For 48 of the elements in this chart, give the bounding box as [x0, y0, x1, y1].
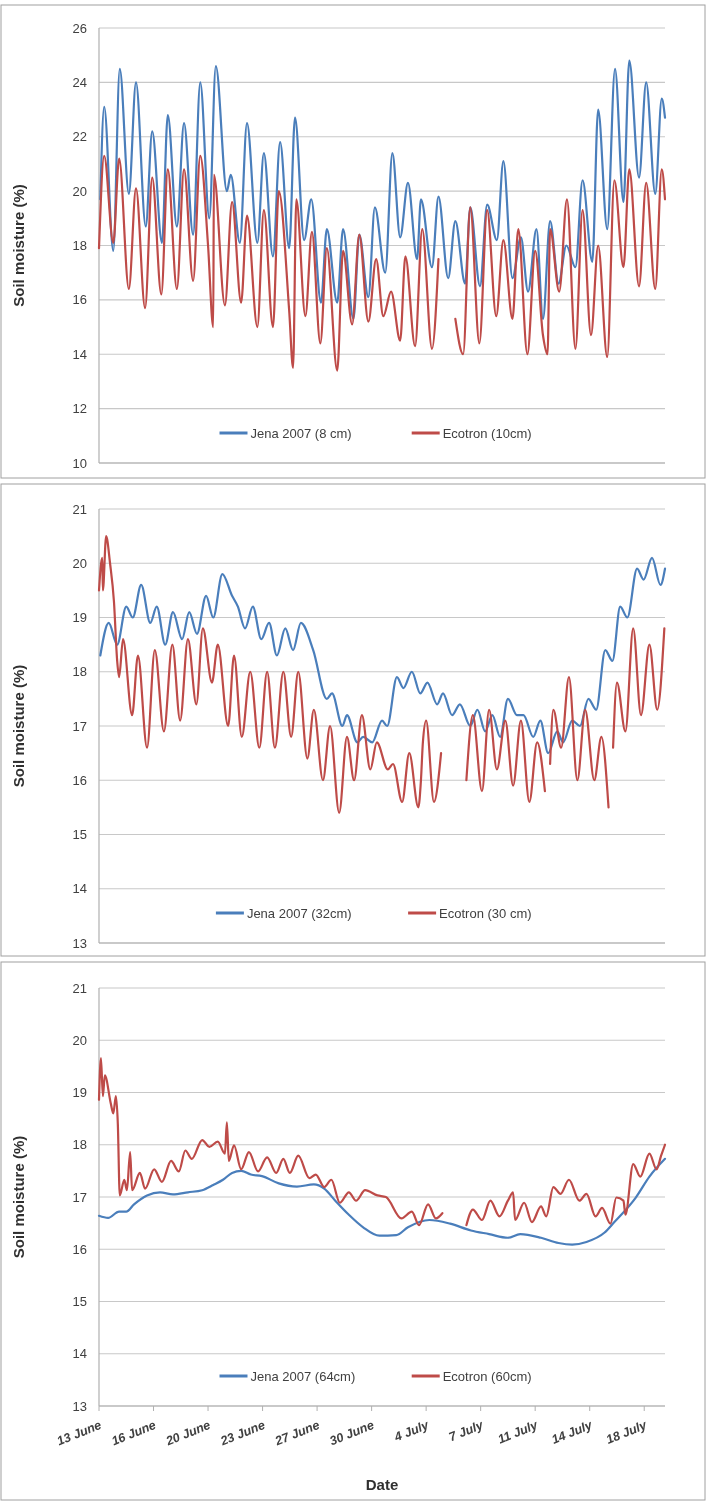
- y-tick-label: 14: [72, 346, 87, 362]
- y-tick-label: 15: [72, 1294, 87, 1310]
- legend-label: Jena 2007 (32cm): [246, 905, 352, 921]
- y-tick-label: 13: [72, 1398, 87, 1414]
- y-tick-label: 17: [72, 1189, 87, 1205]
- x-tick-label: 16 June: [109, 1417, 158, 1449]
- x-tick-label: 11 July: [495, 1417, 541, 1447]
- y-tick-label: 15: [72, 827, 87, 843]
- y-tick-label: 18: [72, 238, 87, 254]
- legend-label: Jena 2007 (8 cm): [250, 425, 352, 441]
- y-tick-label: 20: [72, 1032, 87, 1048]
- y-tick-label: 20: [72, 183, 87, 199]
- x-tick-label: 13 June: [54, 1417, 104, 1449]
- x-axis-title: Date: [365, 1476, 399, 1493]
- x-tick-label: 27 June: [272, 1417, 322, 1449]
- y-tick-label: 18: [72, 1137, 87, 1153]
- x-tick-label: 23 June: [217, 1417, 267, 1449]
- y-axis-title: Soil moisture (%): [10, 184, 27, 307]
- y-tick-label: 22: [72, 129, 87, 145]
- legend-label: Ecotron (10cm): [442, 425, 532, 441]
- y-tick-label: 12: [72, 401, 87, 417]
- x-tick-label: 20 June: [163, 1417, 213, 1449]
- y-axis-title: Soil moisture (%): [10, 1135, 27, 1259]
- y-tick-label: 18: [72, 664, 87, 680]
- y-tick-label: 10: [72, 455, 87, 471]
- y-tick-label: 16: [72, 1241, 87, 1257]
- legend-label: Ecotron (60cm): [442, 1368, 532, 1384]
- y-tick-label: 26: [72, 20, 87, 36]
- legend-label: Ecotron (30 cm): [439, 905, 532, 921]
- y-tick-label: 16: [72, 292, 87, 308]
- y-tick-label: 21: [72, 501, 87, 517]
- y-tick-label: 21: [72, 980, 87, 996]
- y-tick-label: 19: [72, 1085, 87, 1101]
- y-tick-label: 14: [72, 1346, 87, 1362]
- y-tick-label: 24: [72, 74, 87, 90]
- y-tick-label: 14: [72, 881, 87, 897]
- y-tick-label: 20: [72, 555, 87, 571]
- x-tick-label: 14 July: [549, 1417, 596, 1447]
- y-tick-label: 17: [72, 718, 87, 734]
- x-tick-label: 7 July: [446, 1417, 487, 1445]
- y-axis-title: Soil moisture (%): [10, 664, 27, 788]
- x-tick-label: 18 July: [604, 1417, 650, 1447]
- y-tick-label: 16: [72, 772, 87, 788]
- y-tick-label: 13: [72, 935, 87, 951]
- legend-label: Jena 2007 (64cm): [250, 1368, 356, 1384]
- x-tick-label: 4 July: [391, 1417, 432, 1445]
- x-tick-label: 30 June: [327, 1417, 377, 1449]
- y-tick-label: 19: [72, 610, 87, 626]
